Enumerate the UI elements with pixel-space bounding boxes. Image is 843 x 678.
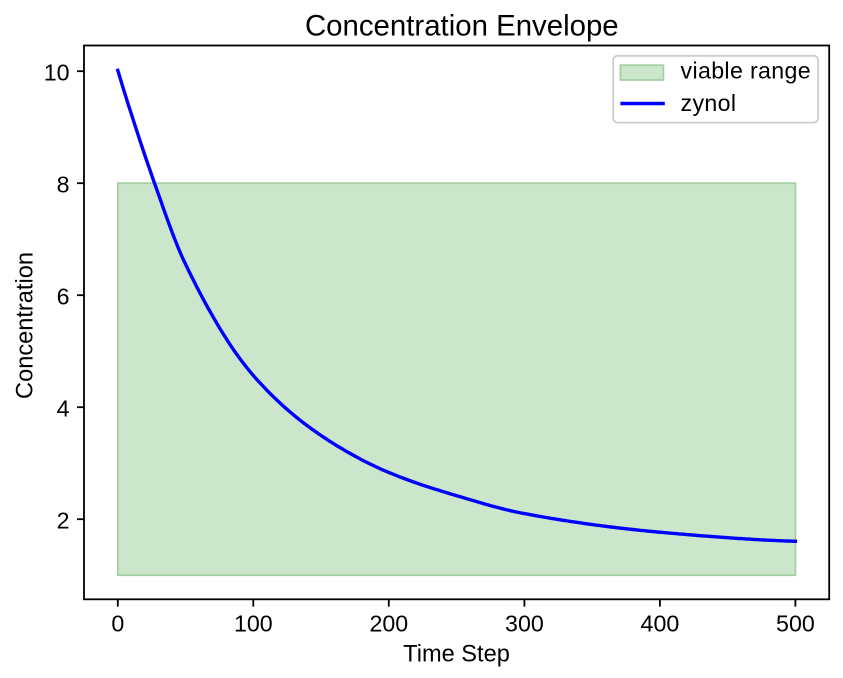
svg-text:6: 6 — [57, 284, 70, 310]
svg-text:viable range: viable range — [681, 58, 812, 84]
svg-text:100: 100 — [234, 611, 273, 637]
svg-text:400: 400 — [641, 611, 680, 637]
svg-text:2: 2 — [57, 508, 70, 534]
svg-text:Time Step: Time Step — [403, 641, 510, 667]
svg-text:Concentration Envelope: Concentration Envelope — [305, 10, 619, 43]
svg-text:500: 500 — [776, 611, 815, 637]
svg-text:300: 300 — [505, 611, 544, 637]
svg-text:4: 4 — [57, 396, 70, 422]
svg-text:0: 0 — [111, 611, 124, 637]
svg-text:Concentration: Concentration — [12, 252, 38, 399]
svg-text:200: 200 — [369, 611, 408, 637]
svg-text:10: 10 — [44, 60, 70, 86]
svg-text:8: 8 — [57, 172, 70, 198]
svg-text:zynol: zynol — [681, 90, 737, 116]
